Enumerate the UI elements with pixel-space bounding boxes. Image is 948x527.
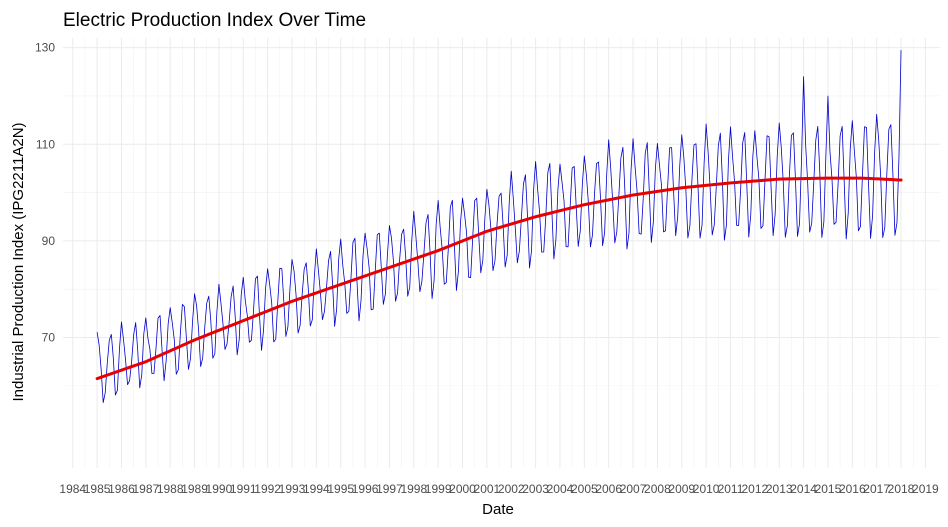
x-axis-ticks: 1984198519861987198819891990199119921993…: [59, 482, 939, 496]
x-tick-label: 2012: [742, 482, 769, 496]
x-tick-label: 1995: [327, 482, 354, 496]
trend-layer: [95, 176, 903, 381]
x-tick-label: 2013: [766, 482, 793, 496]
x-tick-label: 2008: [644, 482, 671, 496]
x-tick-label: 2009: [668, 482, 695, 496]
grid-major: [63, 38, 940, 468]
x-tick-label: 1986: [108, 482, 135, 496]
series-line-production-index: [96, 50, 902, 403]
trend-line: [95, 176, 903, 381]
x-tick-label: 2016: [839, 482, 866, 496]
series-layer: [96, 50, 902, 403]
x-tick-label: 2006: [595, 482, 622, 496]
x-tick-label: 1987: [132, 482, 159, 496]
x-tick-label: 2011: [718, 482, 744, 496]
x-tick-label: 1994: [303, 482, 330, 496]
grid-minor: [63, 38, 940, 468]
x-tick-label: 1985: [84, 482, 111, 496]
x-tick-label: 2000: [449, 482, 476, 496]
x-tick-label: 1999: [425, 482, 452, 496]
x-tick-label: 1993: [279, 482, 306, 496]
x-tick-label: 1997: [376, 482, 403, 496]
x-tick-label: 2019: [912, 482, 939, 496]
x-tick-label: 1990: [206, 482, 233, 496]
x-tick-label: 2014: [790, 482, 817, 496]
x-tick-label: 1998: [400, 482, 427, 496]
x-tick-label: 2007: [620, 482, 647, 496]
y-tick-label: 90: [42, 234, 56, 248]
x-tick-label: 2002: [498, 482, 525, 496]
x-axis-title: Date: [482, 501, 514, 518]
y-tick-label: 110: [36, 137, 55, 151]
x-tick-label: 1996: [352, 482, 379, 496]
y-axis-ticks: 70 90 110 130: [35, 41, 55, 345]
x-tick-label: 1984: [59, 482, 86, 496]
x-tick-label: 1988: [157, 482, 184, 496]
x-tick-label: 2017: [863, 482, 890, 496]
y-tick-label: 70: [42, 331, 56, 345]
x-tick-label: 2018: [888, 482, 915, 496]
x-tick-label: 1989: [181, 482, 208, 496]
x-tick-label: 2004: [547, 482, 574, 496]
x-tick-label: 1991: [230, 482, 257, 496]
x-tick-label: 2015: [815, 482, 842, 496]
x-tick-label: 1992: [254, 482, 281, 496]
chart-title: Electric Production Index Over Time: [63, 10, 366, 31]
x-tick-label: 2001: [474, 482, 501, 496]
y-tick-label: 130: [35, 41, 55, 55]
x-tick-label: 2010: [693, 482, 720, 496]
y-axis-title: Industrial Production Index (IPG2211A2N): [10, 122, 27, 401]
x-tick-label: 2003: [522, 482, 549, 496]
x-tick-label: 2005: [571, 482, 598, 496]
